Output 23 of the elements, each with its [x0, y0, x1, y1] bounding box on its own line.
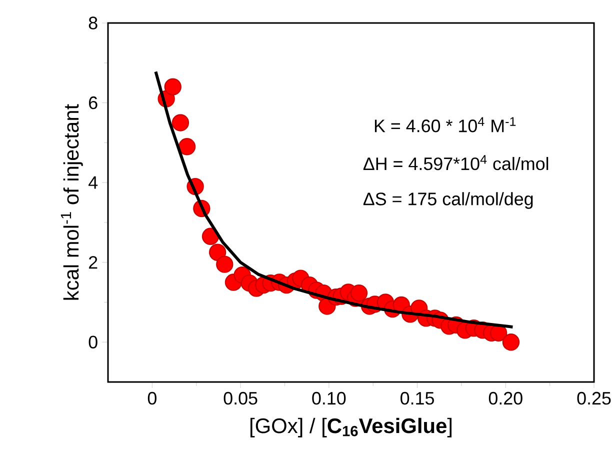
x-tick-label: 0.15 — [400, 392, 434, 405]
point — [172, 114, 190, 132]
annotation: ΔS = 175 cal/mol/deg — [363, 192, 533, 209]
point — [208, 244, 226, 261]
x-tick-label: 0.20 — [488, 392, 522, 405]
x-tick-label: 0.25 — [577, 392, 611, 405]
point — [178, 138, 196, 156]
annotation: K = 4.60 * 10$^{4}$ M$^{-1}$ — [374, 117, 516, 132]
x-tick-label: 0 — [148, 392, 156, 405]
y-tick-label: 4 — [88, 176, 98, 189]
y-tick-label: 2 — [89, 256, 98, 269]
point — [502, 334, 520, 351]
x-tick-label: 0.10 — [312, 392, 346, 405]
y-tick-label: 0 — [88, 336, 98, 348]
annotation: ΔH = 4.597*10$^{4}$ cal/mol — [363, 155, 548, 170]
x-tick-label: 0.05 — [224, 392, 258, 405]
y-tick-label: 6 — [89, 96, 98, 110]
point — [216, 256, 234, 273]
y-axis-title: kcal mol$^{-1}$ of injectant — [60, 104, 83, 300]
point — [164, 78, 182, 96]
y-tick-label: 8 — [88, 16, 98, 30]
text: [GOx] / [C$_{16}$VesiGlue] — [250, 418, 452, 438]
point — [350, 284, 368, 302]
